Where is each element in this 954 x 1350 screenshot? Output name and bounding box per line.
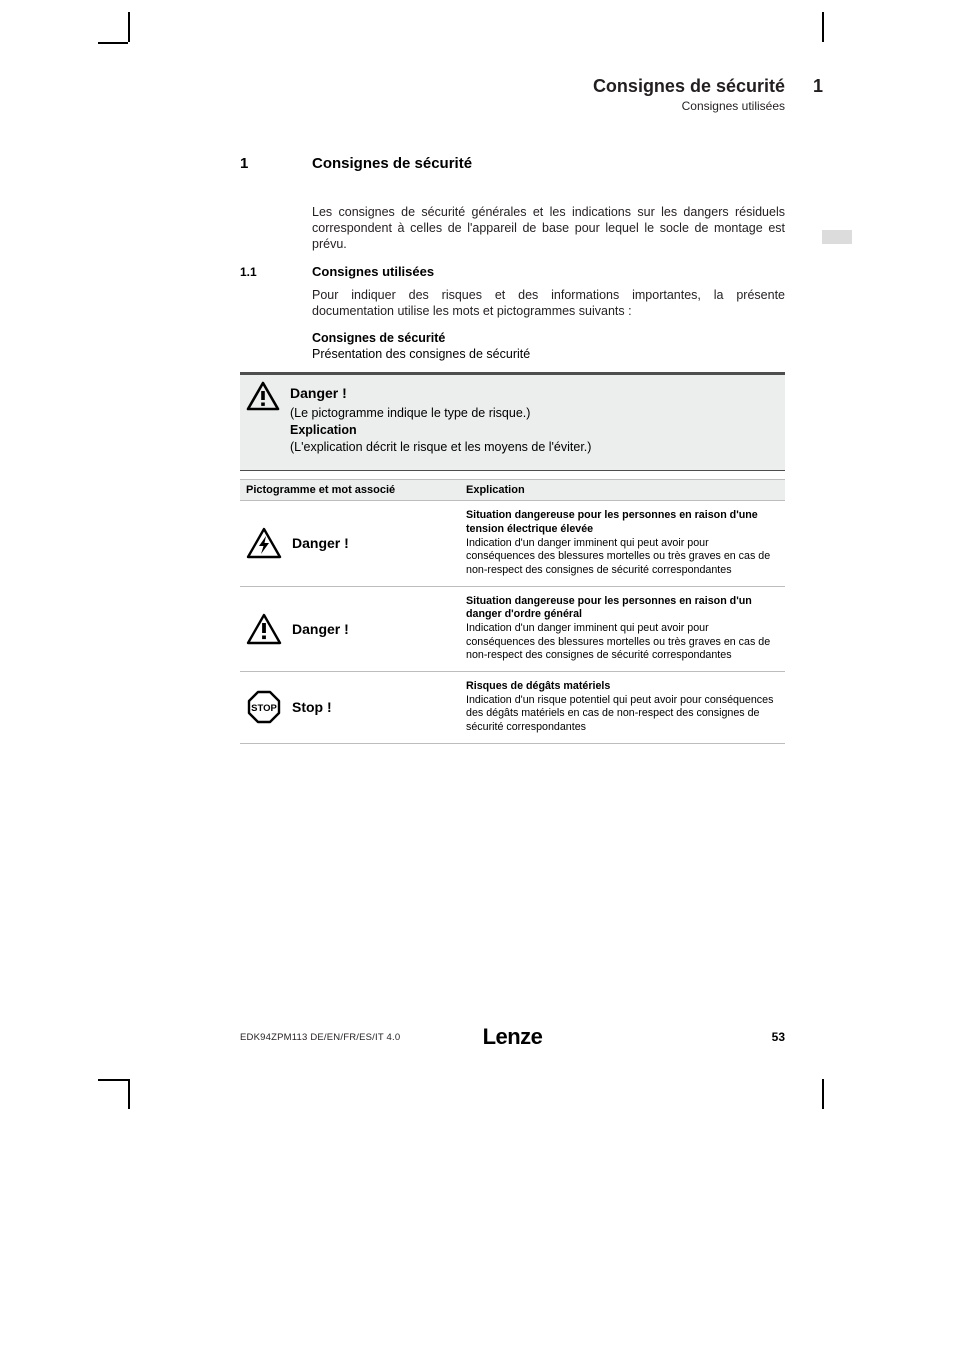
running-header: Consignes de sécurité 1 Consignes utilis… bbox=[240, 76, 785, 113]
crop-mark bbox=[822, 1079, 824, 1109]
table-header: Explication bbox=[460, 480, 785, 501]
callout-bottom-rule bbox=[240, 470, 785, 472]
crop-mark bbox=[822, 12, 824, 42]
callout-title: Danger ! bbox=[290, 385, 773, 401]
section-heading: 1 Consignes de sécurité bbox=[240, 155, 785, 172]
subsection-heading: 1.1 Consignes utilisées bbox=[240, 264, 785, 279]
footer-docid: EDK94ZPM113 DE/EN/FR/ES/IT 4.0 bbox=[240, 1032, 400, 1043]
footer: EDK94ZPM113 DE/EN/FR/ES/IT 4.0 Lenze 53 bbox=[240, 1030, 785, 1044]
callout-line-bold: Explication bbox=[290, 422, 773, 439]
pictogram-label: Stop ! bbox=[292, 699, 332, 715]
explanation-text: Indication d'un risque potentiel qui peu… bbox=[466, 694, 773, 733]
stop-octagon-icon: STOP bbox=[246, 689, 282, 725]
explanation-text: Indication d'un danger imminent qui peut… bbox=[466, 622, 770, 661]
svg-text:STOP: STOP bbox=[251, 703, 277, 714]
pictogram-label: Danger ! bbox=[292, 535, 349, 551]
warning-triangle-icon bbox=[246, 381, 280, 411]
subsection-sub: Présentation des consignes de sécurité bbox=[312, 347, 785, 361]
runhead-title: Consignes de sécurité bbox=[240, 76, 785, 97]
crop-mark bbox=[128, 12, 130, 42]
pictogram-table: Pictogramme et mot associé Explication D… bbox=[240, 479, 785, 744]
footer-logo: Lenze bbox=[483, 1024, 543, 1050]
crop-mark bbox=[98, 42, 128, 44]
danger-callout: Danger ! (Le pictogramme indique le type… bbox=[240, 375, 785, 470]
runhead-subtitle: Consignes utilisées bbox=[240, 99, 785, 113]
table-row: STOP Stop ! Risques de dégâts matériels … bbox=[240, 672, 785, 744]
table-row: Danger ! Situation dangereuse pour les p… bbox=[240, 586, 785, 671]
page: Consignes de sécurité 1 Consignes utilis… bbox=[0, 0, 954, 1350]
crop-mark bbox=[128, 1079, 130, 1109]
edge-tab bbox=[822, 230, 852, 244]
electrical-danger-icon bbox=[246, 527, 282, 559]
footer-page-number: 53 bbox=[772, 1030, 785, 1044]
callout-line: (L'explication décrit le risque et les m… bbox=[290, 439, 773, 456]
callout-line: (Le pictogramme indique le type de risqu… bbox=[290, 405, 773, 422]
explanation-bold: Risques de dégâts matériels bbox=[466, 680, 779, 694]
explanation-text: Indication d'un danger imminent qui peut… bbox=[466, 537, 770, 576]
subsection-para: Pour indiquer des risques et des informa… bbox=[312, 287, 785, 319]
body: 1 Consignes de sécurité Les consignes de… bbox=[240, 155, 785, 744]
subsection-number: 1.1 bbox=[240, 265, 312, 279]
table-header: Pictogramme et mot associé bbox=[240, 480, 460, 501]
crop-mark bbox=[98, 1079, 128, 1081]
explanation-bold: Situation dangereuse pour les personnes … bbox=[466, 509, 779, 536]
section-intro: Les consignes de sécurité générales et l… bbox=[312, 204, 785, 252]
callout-top-rule bbox=[240, 372, 785, 375]
subsection-title: Consignes utilisées bbox=[312, 264, 434, 279]
general-danger-icon bbox=[246, 613, 282, 645]
subsection-heading-2: Consignes de sécurité bbox=[312, 331, 785, 345]
section-title: Consignes de sécurité bbox=[312, 155, 472, 172]
section-number: 1 bbox=[240, 155, 312, 172]
pictogram-label: Danger ! bbox=[292, 621, 349, 637]
explanation-bold: Situation dangereuse pour les personnes … bbox=[466, 595, 779, 622]
table-row: Danger ! Situation dangereuse pour les p… bbox=[240, 501, 785, 586]
runhead-chapter-number: 1 bbox=[813, 76, 823, 97]
